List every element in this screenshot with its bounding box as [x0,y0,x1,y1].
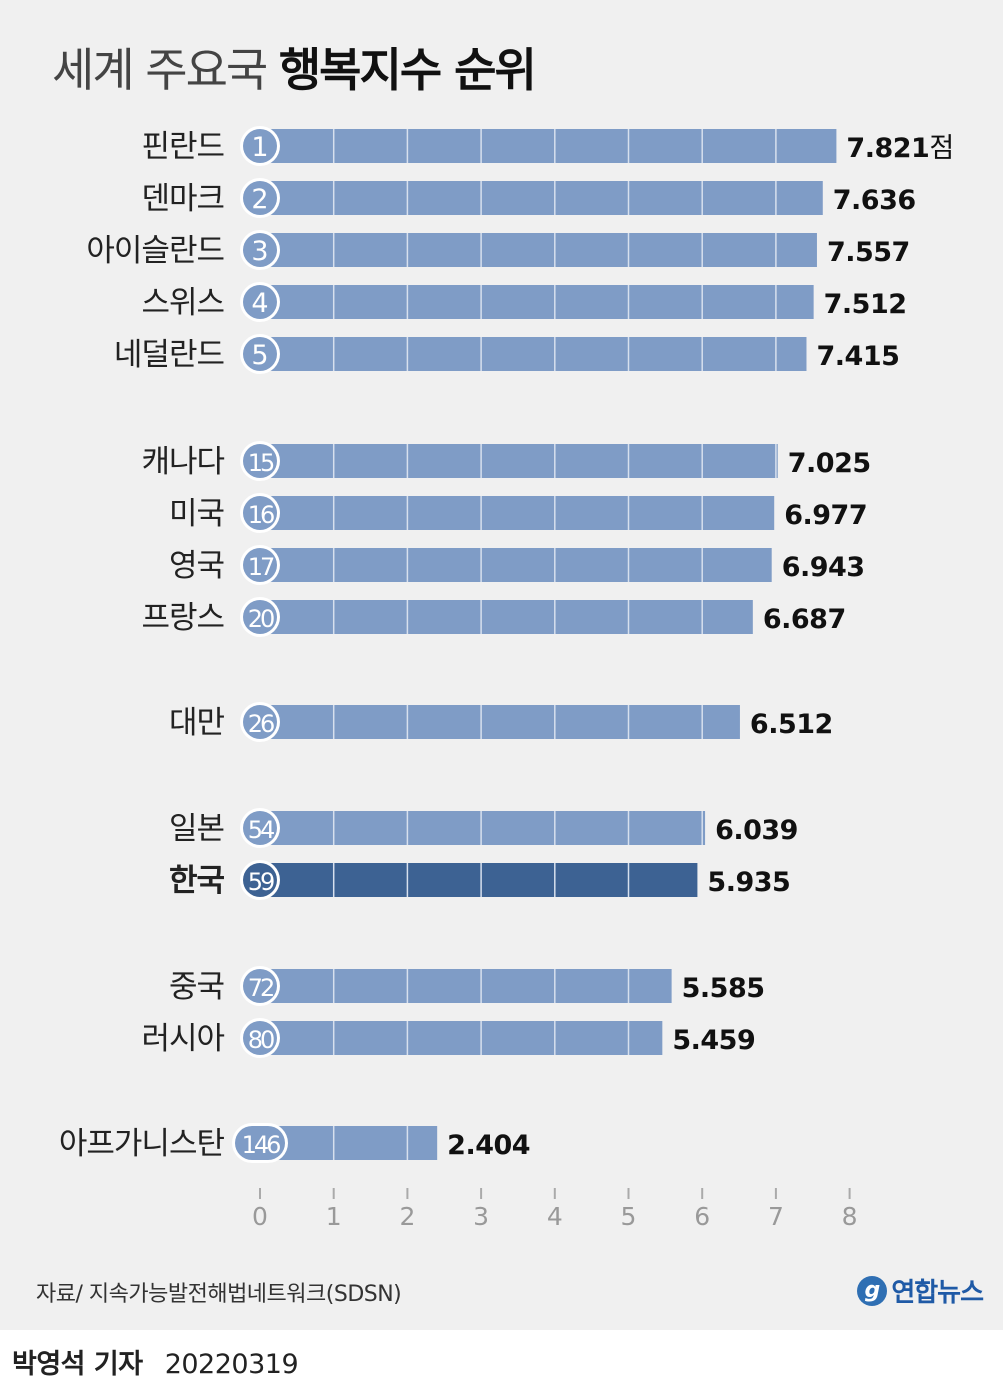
value-label: 5.585 [682,973,765,1004]
rank-label: 15 [248,449,274,477]
rank-label: 17 [248,553,274,581]
rank-badge [243,233,277,267]
value-label: 7.636 [833,185,916,216]
bar [260,129,837,163]
bar [260,600,753,634]
rank-badge [243,181,277,215]
rank-label: 16 [248,501,274,529]
bar [260,285,814,319]
chart-title: 세계 주요국 행복지수 순위 [52,34,537,100]
rank-label: 26 [248,710,274,738]
bar [260,548,772,582]
category-label: 대만 [169,705,225,741]
x-tick-label: 2 [399,1202,415,1231]
bar [260,337,807,371]
rank-label: 80 [248,1026,274,1054]
rank-badge [235,1126,285,1160]
value-label: 7.415 [816,341,899,372]
value-label: 5.459 [672,1025,755,1056]
brand-name: 연합뉴스 [891,1278,984,1308]
rank-badge [243,1021,277,1055]
value-label: 6.039 [715,815,798,846]
rank-label: 146 [242,1131,281,1159]
rank-label: 54 [248,816,274,844]
source-note: 자료/ 지속가능발전해법네트워크(SDSN) [36,1282,402,1307]
rank-label: 2 [251,184,268,215]
x-tick-label: 1 [326,1202,342,1231]
category-label: 아이슬란드 [86,233,224,269]
rank-label: 4 [251,288,268,319]
category-label: 핀란드 [141,129,224,165]
rank-badge [243,600,277,634]
bar [260,444,778,478]
category-label: 영국 [169,548,224,584]
category-label: 미국 [169,496,224,532]
brand-logo-icon: g [857,1275,888,1306]
category-label: 한국 [169,863,225,899]
title-bold: 행복지수 순위 [278,43,537,97]
x-tick-label: 4 [547,1202,563,1231]
value-label: 6.943 [782,552,865,583]
bar [260,181,823,215]
category-label: 프랑스 [141,600,224,636]
bar [260,233,817,267]
rank-label: 3 [251,236,268,267]
rank-badge [243,969,277,1003]
value-label: 7.821점 [846,133,953,164]
rank-badge [243,811,277,845]
rank-badge [243,548,277,582]
value-label: 5.935 [707,867,790,898]
category-label: 일본 [169,811,224,847]
bar [260,863,698,897]
brand: g 연합뉴스 [857,1272,984,1309]
rank-badge [243,496,277,530]
value-label: 6.512 [750,709,833,740]
publish-date: 20220319 [164,1349,299,1380]
category-label: 캐나다 [141,444,224,480]
bar [260,969,672,1003]
reporter-name: 박영석 기자 [12,1349,143,1380]
x-tick-label: 0 [252,1202,268,1231]
rank-badge [243,444,277,478]
rank-label: 20 [248,605,274,633]
rank-badge [243,337,277,371]
chart-panel [0,0,1003,1330]
category-label: 중국 [169,969,224,1005]
rank-badge [243,285,277,319]
category-label: 아프가니스탄 [59,1126,225,1162]
x-tick-label: 8 [842,1202,858,1231]
rank-label: 5 [251,340,268,371]
category-label: 스위스 [141,285,224,321]
credit-line: 박영석 기자 20220319 [12,1342,299,1381]
value-label: 6.977 [784,500,867,531]
x-tick-label: 6 [694,1202,710,1231]
value-label: 7.557 [827,237,910,268]
bar [260,1021,663,1055]
unit-suffix: 점 [929,133,953,164]
bar [260,705,740,739]
rank-badge [243,129,277,163]
x-tick-label: 7 [768,1202,784,1231]
category-label: 네덜란드 [114,337,224,373]
bar [260,811,706,845]
rank-label: 1 [251,132,268,163]
x-tick-label: 3 [473,1202,489,1231]
bar-chart: 0 1 2 3 4 5 6 7 8 1 핀란드 7.821점 2 덴마크 7.636 3 아이슬란드 7.557 4… [59,126,954,1231]
bar [260,496,775,530]
rank-label: 72 [248,974,273,1002]
value-label: 6.687 [763,604,846,635]
x-tick-label: 5 [621,1202,637,1231]
value-label: 7.512 [824,289,907,320]
category-label: 러시아 [141,1021,224,1057]
value-label: 7.025 [788,448,871,479]
category-label: 덴마크 [141,181,224,217]
title-light: 세계 주요국 [52,43,268,97]
value-label: 2.404 [447,1130,530,1161]
rank-badge [243,863,277,897]
rank-badge [243,705,277,739]
rank-label: 59 [248,868,274,896]
